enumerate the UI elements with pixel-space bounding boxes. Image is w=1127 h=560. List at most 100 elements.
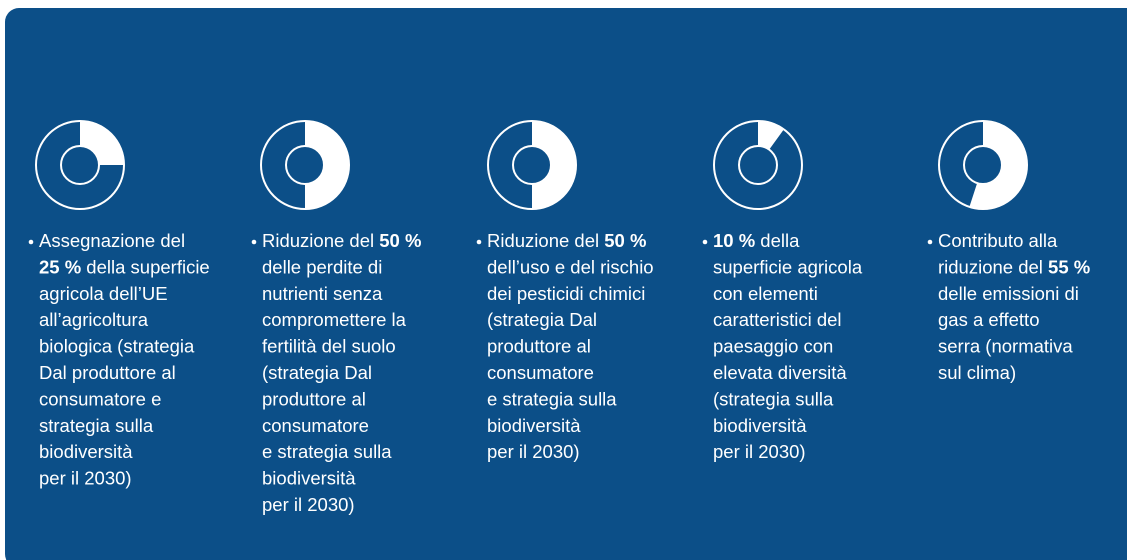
value-label: 55 %: [1048, 256, 1090, 277]
text-line: delle perdite di: [262, 256, 382, 277]
text-segment: per il 2030): [39, 467, 132, 488]
text-line: per il 2030): [487, 441, 580, 462]
text-segment: delle perdite di: [262, 256, 382, 277]
text-line: consumatore: [262, 415, 369, 436]
text-segment: biodiversità: [262, 467, 356, 488]
text-line: biodiversità: [487, 415, 581, 436]
text-segment: riduzione del: [938, 256, 1048, 277]
text-line: Assegnazione del: [39, 230, 185, 251]
text-segment: strategia sulla: [39, 415, 154, 436]
text-segment: consumatore: [262, 415, 369, 436]
text-segment: compromettere la: [262, 309, 407, 330]
text-segment: Contributo alla: [938, 230, 1058, 251]
text-line: biodiversità: [713, 415, 807, 436]
text-segment: per il 2030): [713, 441, 806, 462]
text-line: Riduzione del 50 %: [262, 230, 421, 251]
text-segment: superficie agricola: [713, 256, 863, 277]
text-line: Riduzione del 50 %: [487, 230, 646, 251]
text-line: consumatore: [487, 362, 594, 383]
text-line: strategia sulla: [39, 415, 154, 436]
text-segment: Dal produttore al: [39, 362, 176, 383]
text-segment: e strategia sulla: [262, 441, 392, 462]
donut-hole: [512, 145, 552, 185]
text-line: caratteristici del: [713, 309, 842, 330]
text-segment: dei pesticidi chimici: [487, 283, 645, 304]
text-segment: (strategia Dal: [487, 309, 597, 330]
text-segment: con elementi: [713, 283, 818, 304]
text-line: biologica (strategia: [39, 335, 195, 356]
text-line: all’agricoltura: [39, 309, 149, 330]
bullet: [476, 239, 482, 245]
text-segment: Riduzione del: [487, 230, 604, 251]
text-line: 10 % della: [713, 230, 800, 251]
bullet: [251, 239, 257, 245]
text-line: 25 % della superficie: [39, 256, 210, 277]
text-line: produttore al: [262, 388, 366, 409]
text-segment: per il 2030): [487, 441, 580, 462]
text-segment: Riduzione del: [262, 230, 379, 251]
text-segment: (strategia sulla: [713, 388, 834, 409]
text-segment: dell’uso e del rischio: [487, 256, 654, 277]
value-label: 10 %: [713, 230, 755, 251]
text-line: produttore al: [487, 335, 591, 356]
text-segment: delle emissioni di: [938, 283, 1079, 304]
text-line: nutrienti senza: [262, 283, 383, 304]
donut-slice: [532, 121, 576, 209]
donut-slice: [969, 121, 1027, 209]
donut-hole: [285, 145, 325, 185]
donut-slice: [80, 121, 124, 165]
text-segment: nutrienti senza: [262, 283, 383, 304]
text-segment: sul clima): [938, 362, 1016, 383]
text-line: (strategia Dal: [487, 309, 597, 330]
text-segment: agricola dell’UE: [39, 283, 168, 304]
text-line: agricola dell’UE: [39, 283, 168, 304]
text-line: fertilità del suolo: [262, 335, 396, 356]
bullet: [702, 239, 708, 245]
text-line: serra (normativa: [938, 335, 1073, 356]
donut-slice: [758, 121, 784, 150]
text-line: dell’uso e del rischio: [487, 256, 654, 277]
text-segment: consumatore e: [39, 388, 161, 409]
donut-hole: [60, 145, 100, 185]
text-segment: biodiversità: [487, 415, 581, 436]
text-segment: della: [755, 230, 800, 251]
text-line: con elementi: [713, 283, 818, 304]
text-line: per il 2030): [262, 494, 355, 515]
donut-slice: [305, 121, 349, 209]
text-segment: serra (normativa: [938, 335, 1073, 356]
text-line: (strategia sulla: [713, 388, 834, 409]
text-line: e strategia sulla: [262, 441, 392, 462]
text-line: biodiversità: [39, 441, 133, 462]
text-segment: gas a effetto: [938, 309, 1040, 330]
text-segment: consumatore: [487, 362, 594, 383]
text-line: biodiversità: [262, 467, 356, 488]
text-line: Contributo alla: [938, 230, 1058, 251]
donut-hole: [738, 145, 778, 185]
value-label: 50 %: [379, 230, 421, 251]
text-segment: biologica (strategia: [39, 335, 195, 356]
text-line: Dal produttore al: [39, 362, 176, 383]
text-segment: fertilità del suolo: [262, 335, 396, 356]
donut-hole: [963, 145, 1003, 185]
text-line: superficie agricola: [713, 256, 863, 277]
text-line: gas a effetto: [938, 309, 1040, 330]
text-segment: Assegnazione del: [39, 230, 185, 251]
text-line: e strategia sulla: [487, 388, 617, 409]
text-line: delle emissioni di: [938, 283, 1079, 304]
text-segment: della superficie: [81, 256, 210, 277]
text-segment: caratteristici del: [713, 309, 842, 330]
text-line: consumatore e: [39, 388, 161, 409]
text-line: elevata diversità: [713, 362, 847, 383]
bullet: [28, 239, 34, 245]
text-line: (strategia Dal: [262, 362, 372, 383]
text-segment: biodiversità: [39, 441, 133, 462]
text-segment: biodiversità: [713, 415, 807, 436]
value-label: 25 %: [39, 256, 81, 277]
text-line: compromettere la: [262, 309, 407, 330]
text-segment: (strategia Dal: [262, 362, 372, 383]
bullet: [927, 239, 933, 245]
text-line: per il 2030): [39, 467, 132, 488]
text-segment: paesaggio con: [713, 335, 833, 356]
